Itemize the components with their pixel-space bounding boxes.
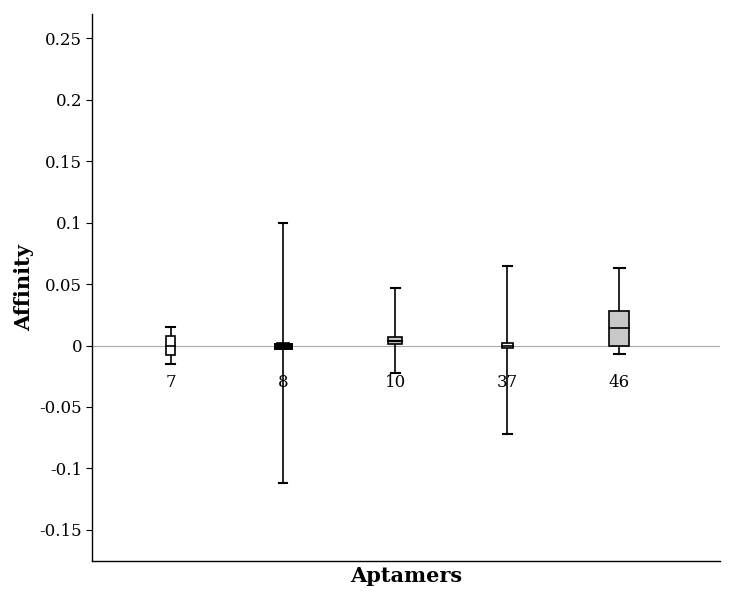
- Text: 46: 46: [608, 374, 630, 391]
- Text: 7: 7: [166, 374, 176, 391]
- Y-axis label: Affinity: Affinity: [14, 244, 34, 331]
- Bar: [277, 343, 288, 348]
- Bar: [501, 343, 513, 348]
- X-axis label: Aptamers: Aptamers: [350, 566, 462, 586]
- Text: 37: 37: [496, 374, 517, 391]
- Bar: [167, 336, 175, 355]
- Bar: [388, 337, 401, 344]
- Bar: [609, 311, 629, 346]
- Text: 10: 10: [385, 374, 406, 391]
- Text: 8: 8: [277, 374, 288, 391]
